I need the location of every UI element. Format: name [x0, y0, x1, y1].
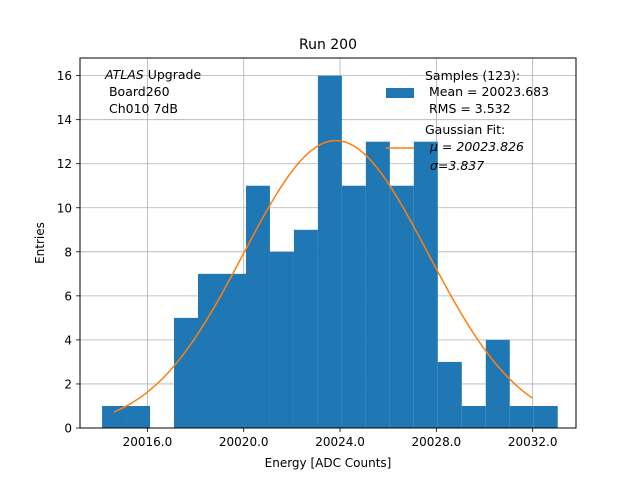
histogram-bar	[485, 339, 510, 428]
y-tick-label: 12	[57, 157, 72, 171]
histogram-bar	[437, 361, 462, 428]
histogram-bar	[293, 229, 318, 428]
atlas-label: ATLAS	[104, 67, 144, 82]
histogram-bar	[198, 273, 222, 428]
channel-label: Ch010 7dB	[105, 101, 178, 116]
x-axis-label: Energy [ADC Counts]	[265, 456, 392, 470]
y-axis-label: Entries	[33, 222, 47, 264]
gaussian-fit-curve	[113, 139, 534, 413]
chart-title: Run 200	[299, 37, 357, 53]
legend-samples-swatch	[386, 88, 414, 98]
histogram-bar	[389, 185, 414, 428]
histogram-bars	[102, 75, 558, 428]
histogram-bar	[126, 405, 151, 428]
histogram-bar	[413, 141, 438, 428]
upgrade-label: Upgrade	[144, 67, 202, 82]
legend-samples-line-1: Samples (123):	[425, 68, 520, 83]
histogram-bar	[533, 405, 558, 428]
histogram-bar	[461, 405, 486, 428]
y-tick-label: 16	[57, 69, 72, 83]
x-axis-ticks: 20016.0 20020.0 20024.0 20028.0 20032.0	[123, 428, 558, 449]
x-tick-label: 20028.0	[412, 435, 462, 449]
x-tick-label: 20032.0	[508, 435, 558, 449]
x-tick-label: 20024.0	[315, 435, 365, 449]
y-tick-label: 8	[64, 245, 72, 259]
y-tick-label: 6	[64, 289, 72, 303]
histogram-bar	[509, 405, 534, 428]
x-tick-label: 20016.0	[123, 435, 173, 449]
histogram-bar	[102, 405, 127, 428]
y-tick-label: 0	[64, 422, 72, 436]
y-tick-label: 2	[64, 377, 72, 391]
legend-fit-line-3: σ=3.837	[430, 158, 484, 173]
plot-frame	[79, 57, 577, 429]
histogram-bar	[365, 141, 390, 428]
y-tick-label: 10	[57, 201, 72, 215]
svg-text:ATLAS Upgrade: ATLAS Upgrade	[104, 67, 201, 82]
legend-samples-line-2: Mean = 20023.683	[425, 84, 549, 99]
legend-fit-line-2: μ = 20023.826	[429, 139, 524, 154]
y-tick-label: 14	[57, 113, 72, 127]
x-tick-label: 20020.0	[219, 435, 269, 449]
histogram-bar	[245, 185, 270, 428]
y-axis-ticks: 0 2 4 6 8 10 12 14 16	[57, 69, 80, 436]
histogram-bar	[317, 75, 342, 428]
legend: Samples (123): Mean = 20023.683 RMS = 3.…	[386, 68, 549, 173]
legend-fit-line-1: Gaussian Fit:	[425, 122, 505, 137]
histogram-bar	[174, 317, 199, 428]
histogram-bar	[269, 251, 294, 428]
histogram-bar	[221, 273, 246, 428]
atlas-annotation: ATLAS Upgrade Board260 Ch010 7dB	[104, 67, 201, 116]
histogram-bar	[341, 185, 366, 428]
y-tick-label: 4	[64, 333, 72, 347]
board-label: Board260	[105, 84, 170, 99]
legend-samples-line-3: RMS = 3.532	[425, 101, 511, 116]
